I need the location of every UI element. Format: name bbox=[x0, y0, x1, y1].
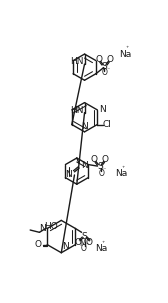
Text: HN: HN bbox=[70, 106, 84, 115]
Text: ⁻: ⁻ bbox=[102, 168, 105, 173]
Text: O: O bbox=[86, 238, 93, 247]
Text: O: O bbox=[102, 155, 109, 165]
Text: N: N bbox=[99, 105, 106, 115]
Text: S: S bbox=[97, 161, 103, 171]
Text: S: S bbox=[102, 62, 107, 71]
Text: O: O bbox=[75, 238, 82, 247]
Text: N: N bbox=[81, 161, 88, 170]
Text: M: M bbox=[79, 239, 86, 248]
Text: N: N bbox=[65, 171, 72, 179]
Text: N: N bbox=[62, 242, 69, 251]
Text: ⁻: ⁻ bbox=[85, 244, 89, 248]
Text: O: O bbox=[96, 55, 102, 64]
Text: O: O bbox=[106, 55, 113, 64]
Text: HN: HN bbox=[70, 57, 84, 66]
Text: Na: Na bbox=[96, 244, 108, 253]
Text: ⁺: ⁺ bbox=[125, 46, 129, 52]
Text: O: O bbox=[91, 155, 98, 165]
Text: N: N bbox=[39, 224, 46, 233]
Text: Na: Na bbox=[115, 168, 128, 178]
Text: O: O bbox=[81, 244, 87, 253]
Text: HO: HO bbox=[45, 222, 58, 231]
Text: Cl: Cl bbox=[102, 120, 111, 129]
Text: ⁻: ⁻ bbox=[107, 68, 110, 73]
Text: O: O bbox=[101, 68, 107, 78]
Text: N: N bbox=[81, 122, 88, 131]
Text: S: S bbox=[82, 232, 88, 241]
Text: ⁺: ⁺ bbox=[121, 166, 125, 171]
Text: O: O bbox=[98, 168, 104, 178]
Text: ⁺: ⁺ bbox=[102, 241, 105, 246]
Text: Na: Na bbox=[119, 50, 131, 59]
Text: O: O bbox=[34, 240, 41, 249]
